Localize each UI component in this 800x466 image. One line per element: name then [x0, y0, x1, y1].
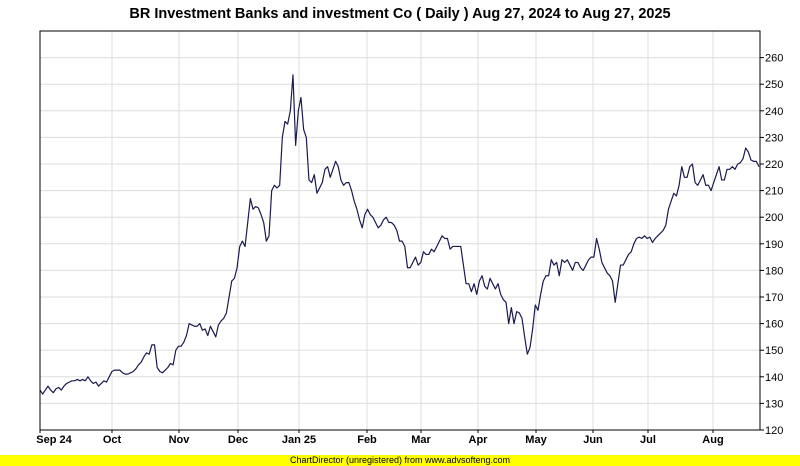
- y-tick-label: 120: [765, 425, 783, 437]
- y-tick-label: 150: [765, 345, 783, 357]
- y-tick-label: 140: [765, 372, 783, 384]
- y-tick-label: 190: [765, 239, 783, 251]
- chart-title: BR Investment Banks and investment Co ( …: [129, 6, 670, 22]
- y-tick-label: 240: [765, 106, 783, 118]
- x-tick-label: Feb: [357, 434, 377, 446]
- footer-credit: ChartDirector (unregistered) from www.ad…: [289, 455, 511, 465]
- price-series-line: [39, 74, 760, 395]
- x-tick-label: Aug: [702, 434, 723, 446]
- y-tick-label: 130: [765, 398, 783, 410]
- y-tick-label: 180: [765, 265, 783, 277]
- y-tick-label: 170: [765, 292, 783, 304]
- x-tick-label: Sep 24: [36, 434, 72, 446]
- y-tick-label: 220: [765, 159, 783, 171]
- series-layer: [39, 74, 760, 395]
- y-tick-label: 200: [765, 212, 783, 224]
- x-tick-label: May: [525, 434, 547, 446]
- y-tick-label: 230: [765, 132, 783, 144]
- y-tick-label: 260: [765, 53, 783, 65]
- y-tick-label: 160: [765, 319, 783, 331]
- footer-bar: [0, 455, 800, 466]
- x-tick-label: Jun: [583, 434, 603, 446]
- x-tick-label: Mar: [411, 434, 431, 446]
- x-tick-label: Jan 25: [282, 434, 316, 446]
- y-tick-label: 210: [765, 186, 783, 198]
- x-tick-label: Apr: [469, 434, 489, 446]
- y-tick-label: 250: [765, 79, 783, 91]
- y-axis: 120 130 140 150 160 170 180 190 200 210 220 230 240 2…: [760, 53, 783, 437]
- x-tick-label: Oct: [103, 434, 122, 446]
- x-tick-label: Jul: [640, 434, 656, 446]
- x-tick-label: Dec: [228, 434, 248, 446]
- x-tick-label: Nov: [169, 434, 191, 446]
- x-axis: Sep 24 Oct Nov Dec Jan 25 Feb Mar Apr May Jun Jul A…: [36, 430, 724, 446]
- plot-area: [39, 30, 761, 431]
- grid-lines: [40, 31, 760, 431]
